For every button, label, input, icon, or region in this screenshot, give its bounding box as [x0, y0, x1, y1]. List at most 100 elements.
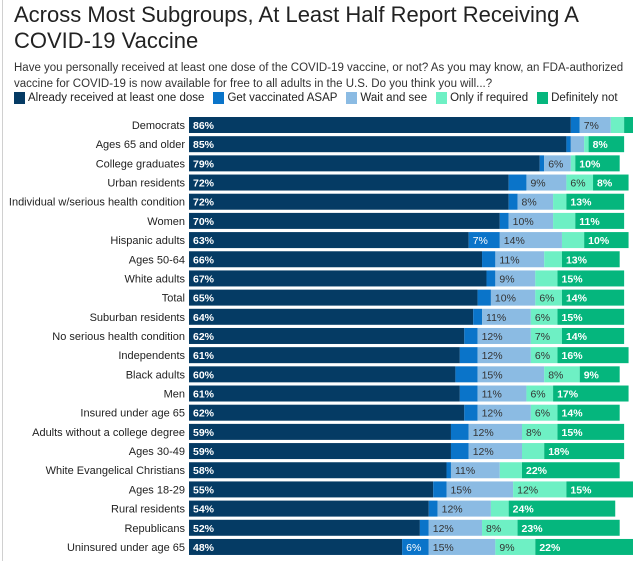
bar-segment-already-received-at-least-one-dose[interactable]: [189, 443, 451, 460]
bar-segment-definitely-not[interactable]: [557, 404, 620, 421]
bar-segment-already-received-at-least-one-dose[interactable]: [189, 347, 460, 364]
bar-segment-get-vaccinated-asap[interactable]: [450, 423, 469, 440]
bar-segment-get-vaccinated-asap[interactable]: [570, 117, 580, 133]
bar-segment-definitely-not[interactable]: [566, 481, 633, 498]
bar-segment-already-received-at-least-one-dose[interactable]: [189, 136, 567, 153]
bar-segment-definitely-not[interactable]: [566, 193, 625, 210]
bar-segment-only-if-required[interactable]: [522, 443, 545, 460]
bar-segment-wait-and-see[interactable]: [517, 193, 554, 210]
bar-segment-only-if-required[interactable]: [522, 423, 558, 440]
bar-segment-only-if-required[interactable]: [513, 481, 567, 498]
legend-item-definitely-not[interactable]: Definitely not: [537, 92, 618, 104]
bar-segment-already-received-at-least-one-dose[interactable]: [189, 251, 483, 268]
bar-segment-definitely-not[interactable]: [557, 270, 625, 287]
bar-segment-wait-and-see[interactable]: [450, 462, 500, 479]
bar-segment-only-if-required[interactable]: [530, 347, 558, 364]
bar-segment-only-if-required[interactable]: [610, 117, 625, 133]
bar-segment-definitely-not[interactable]: [508, 500, 616, 517]
bar-segment-definitely-not[interactable]: [593, 174, 629, 191]
bar-segment-only-if-required[interactable]: [490, 500, 509, 517]
bar-segment-wait-and-see[interactable]: [482, 308, 531, 325]
bar-segment-definitely-not[interactable]: [575, 155, 620, 172]
bar-segment-definitely-not[interactable]: [561, 251, 620, 268]
bar-segment-definitely-not[interactable]: [557, 423, 625, 440]
bar-segment-only-if-required[interactable]: [553, 212, 576, 229]
bar-segment-wait-and-see[interactable]: [477, 404, 531, 421]
bar-segment-wait-and-see[interactable]: [508, 212, 554, 229]
bar-segment-only-if-required[interactable]: [482, 519, 518, 536]
bar-segment-already-received-at-least-one-dose[interactable]: [189, 538, 403, 555]
bar-segment-get-vaccinated-asap[interactable]: [446, 462, 451, 479]
bar-segment-already-received-at-least-one-dose[interactable]: [189, 174, 509, 191]
bar-segment-wait-and-see[interactable]: [468, 423, 522, 440]
bar-segment-only-if-required[interactable]: [535, 270, 558, 287]
bar-segment-get-vaccinated-asap[interactable]: [464, 327, 478, 344]
bar-segment-wait-and-see[interactable]: [428, 538, 496, 555]
bar-segment-definitely-not[interactable]: [553, 385, 629, 402]
bar-segment-get-vaccinated-asap[interactable]: [455, 366, 478, 383]
bar-segment-definitely-not[interactable]: [588, 136, 625, 153]
bar-segment-wait-and-see[interactable]: [437, 500, 491, 517]
bar-segment-get-vaccinated-asap[interactable]: [508, 174, 527, 191]
bar-segment-only-if-required[interactable]: [570, 155, 576, 172]
bar-segment-already-received-at-least-one-dose[interactable]: [189, 519, 420, 536]
bar-segment-already-received-at-least-one-dose[interactable]: [189, 462, 447, 479]
bar-segment-wait-and-see[interactable]: [526, 174, 567, 191]
bar-segment-already-received-at-least-one-dose[interactable]: [189, 385, 460, 402]
bar-segment-get-vaccinated-asap[interactable]: [468, 232, 500, 249]
bar-segment-only-if-required[interactable]: [584, 136, 589, 153]
bar-segment-wait-and-see[interactable]: [495, 270, 536, 287]
bar-segment-only-if-required[interactable]: [526, 385, 554, 402]
bar-segment-get-vaccinated-asap[interactable]: [428, 500, 438, 517]
bar-segment-already-received-at-least-one-dose[interactable]: [189, 366, 456, 383]
bar-segment-wait-and-see[interactable]: [495, 251, 545, 268]
bar-segment-only-if-required[interactable]: [553, 193, 567, 210]
bar-segment-definitely-not[interactable]: [561, 289, 625, 306]
bar-segment-only-if-required[interactable]: [499, 462, 522, 479]
bar-segment-get-vaccinated-asap[interactable]: [433, 481, 447, 498]
bar-segment-wait-and-see[interactable]: [570, 136, 585, 153]
bar-segment-already-received-at-least-one-dose[interactable]: [189, 193, 509, 210]
bar-segment-get-vaccinated-asap[interactable]: [539, 155, 545, 172]
bar-segment-get-vaccinated-asap[interactable]: [450, 443, 469, 460]
bar-segment-wait-and-see[interactable]: [428, 519, 483, 536]
bar-segment-wait-and-see[interactable]: [468, 443, 522, 460]
bar-segment-definitely-not[interactable]: [535, 538, 633, 555]
legend-item-wait-and-see[interactable]: Wait and see: [346, 92, 427, 104]
bar-segment-only-if-required[interactable]: [530, 327, 562, 344]
bar-segment-definitely-not[interactable]: [557, 308, 625, 325]
bar-segment-get-vaccinated-asap[interactable]: [402, 538, 429, 555]
bar-segment-definitely-not[interactable]: [561, 327, 625, 344]
bar-segment-already-received-at-least-one-dose[interactable]: [189, 117, 571, 133]
bar-segment-already-received-at-least-one-dose[interactable]: [189, 423, 451, 440]
bar-segment-already-received-at-least-one-dose[interactable]: [189, 289, 478, 306]
bar-segment-already-received-at-least-one-dose[interactable]: [189, 232, 469, 249]
bar-segment-only-if-required[interactable]: [530, 308, 558, 325]
bar-segment-definitely-not[interactable]: [544, 443, 625, 460]
bar-segment-only-if-required[interactable]: [530, 404, 558, 421]
bar-segment-definitely-not[interactable]: [584, 232, 629, 249]
bar-segment-definitely-not[interactable]: [522, 462, 620, 479]
bar-segment-wait-and-see[interactable]: [579, 117, 611, 133]
bar-segment-get-vaccinated-asap[interactable]: [473, 308, 483, 325]
bar-segment-get-vaccinated-asap[interactable]: [566, 136, 571, 153]
bar-segment-already-received-at-least-one-dose[interactable]: [189, 404, 465, 421]
bar-segment-already-received-at-least-one-dose[interactable]: [189, 327, 465, 344]
bar-segment-wait-and-see[interactable]: [446, 481, 514, 498]
bar-segment-wait-and-see[interactable]: [490, 289, 536, 306]
bar-segment-only-if-required[interactable]: [561, 232, 585, 249]
bar-segment-only-if-required[interactable]: [566, 174, 594, 191]
bar-segment-already-received-at-least-one-dose[interactable]: [189, 212, 500, 229]
bar-segment-already-received-at-least-one-dose[interactable]: [189, 308, 474, 325]
bar-segment-wait-and-see[interactable]: [477, 366, 545, 383]
bar-segment-wait-and-see[interactable]: [477, 385, 527, 402]
legend-item-already-received[interactable]: Already received at least one dose: [14, 92, 204, 104]
bar-segment-get-vaccinated-asap[interactable]: [486, 270, 496, 287]
bar-segment-wait-and-see[interactable]: [544, 155, 571, 172]
bar-segment-get-vaccinated-asap[interactable]: [508, 193, 518, 210]
bar-segment-only-if-required[interactable]: [544, 366, 580, 383]
bar-segment-definitely-not[interactable]: [517, 519, 620, 536]
bar-segment-definitely-not[interactable]: [624, 117, 633, 133]
bar-segment-already-received-at-least-one-dose[interactable]: [189, 270, 487, 287]
bar-segment-get-vaccinated-asap[interactable]: [477, 289, 491, 306]
